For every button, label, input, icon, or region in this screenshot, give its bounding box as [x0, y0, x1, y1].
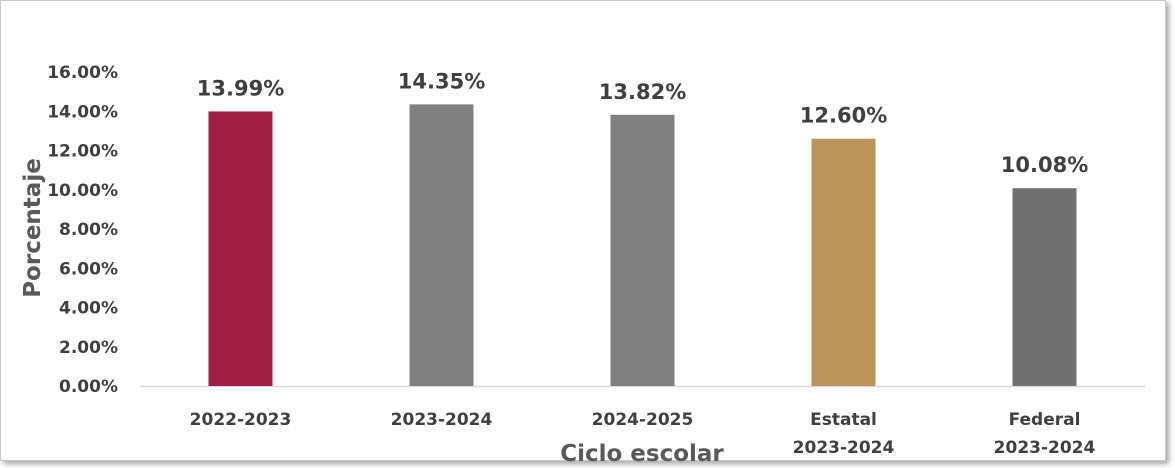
data-labels: 13.99% 14.35% 13.82% 12.60% 10.08%: [197, 69, 1088, 177]
data-label: 13.99%: [197, 76, 284, 100]
y-tick-label: 2.00%: [59, 338, 118, 358]
y-tick-label: 0.00%: [59, 377, 118, 397]
bar: [610, 114, 675, 386]
data-label: 14.35%: [398, 69, 485, 93]
bars: [208, 104, 1077, 386]
x-tick-label: 2023-2024: [391, 410, 493, 430]
y-tick-label: 10.00%: [47, 181, 118, 201]
bar: [208, 111, 273, 386]
y-axis-title: Porcentaje: [20, 158, 46, 298]
bar: [1012, 188, 1077, 386]
data-label: 12.60%: [800, 104, 887, 128]
data-label: 13.82%: [599, 80, 686, 104]
y-tick-label: 14.00%: [47, 102, 118, 122]
bar: [409, 104, 474, 386]
data-label: 10.08%: [1001, 153, 1088, 177]
bar: [811, 138, 876, 386]
y-tick-label: 16.00%: [47, 63, 118, 83]
chart-frame: [0, 0, 1166, 461]
x-axis-title: Ciclo escolar: [560, 441, 724, 467]
category-labels: 2022-2023 2023-2024 2024-2025 Estatal 2023-2…: [190, 410, 1096, 458]
y-tick-label: 12.00%: [47, 142, 118, 162]
x-tick-label: 2024-2025: [592, 410, 694, 430]
y-tick-label: 6.00%: [59, 259, 118, 279]
x-tick-label: Estatal 2023-2024: [793, 410, 895, 458]
y-axis-ticks: 0.00% 2.00% 4.00% 6.00% 8.00% 10.00% 12.00% 14.…: [47, 63, 118, 397]
x-tick-label: Federal 2023-2024: [994, 410, 1096, 458]
y-tick-label: 8.00%: [59, 220, 118, 240]
y-tick-label: 4.00%: [59, 299, 118, 319]
x-tick-label: 2022-2023: [190, 410, 292, 430]
